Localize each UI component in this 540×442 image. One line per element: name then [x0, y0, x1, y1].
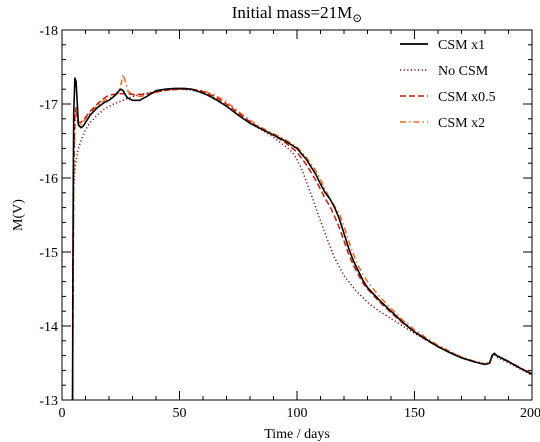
plot-frame: [61, 29, 533, 401]
series-line-no-csm: [71, 88, 532, 400]
y-tick-label: -17: [39, 98, 58, 113]
legend-label: CSM x2: [438, 116, 485, 131]
x-tick-label: 200: [520, 406, 540, 421]
x-axis-ticks: 0 50 100 150 200: [59, 30, 540, 421]
x-axis-label: Time / days: [264, 427, 330, 442]
y-tick-label: -13: [39, 394, 58, 409]
x-tick-label: 50: [173, 406, 187, 421]
series-line-csm-x2: [71, 73, 532, 400]
x-tick-label: 0: [59, 406, 66, 421]
y-axis-label: M(V): [11, 199, 26, 231]
legend-label: CSM x0.5: [438, 90, 496, 105]
y-tick-label: -15: [39, 246, 58, 261]
y-tick-label: -14: [39, 320, 58, 335]
y-axis-ticks: -18 -17 -16 -15 -14 -13: [39, 24, 532, 409]
y-tick-label: -16: [39, 172, 58, 187]
legend: CSM x1 No CSM CSM x0.5 CSM x2: [400, 38, 496, 131]
legend-label: No CSM: [438, 64, 489, 79]
series-line-csm-x1: [71, 77, 532, 400]
chart-title: Initial mass=21M⊙: [232, 3, 363, 25]
x-tick-label: 100: [287, 406, 308, 421]
series-lines: [71, 73, 532, 400]
legend-label: CSM x1: [438, 38, 485, 53]
plot-area-border: [61, 29, 533, 401]
series-line-csm-x0-5: [71, 88, 532, 400]
y-tick-label: -18: [39, 24, 58, 39]
x-tick-label: 150: [404, 406, 425, 421]
